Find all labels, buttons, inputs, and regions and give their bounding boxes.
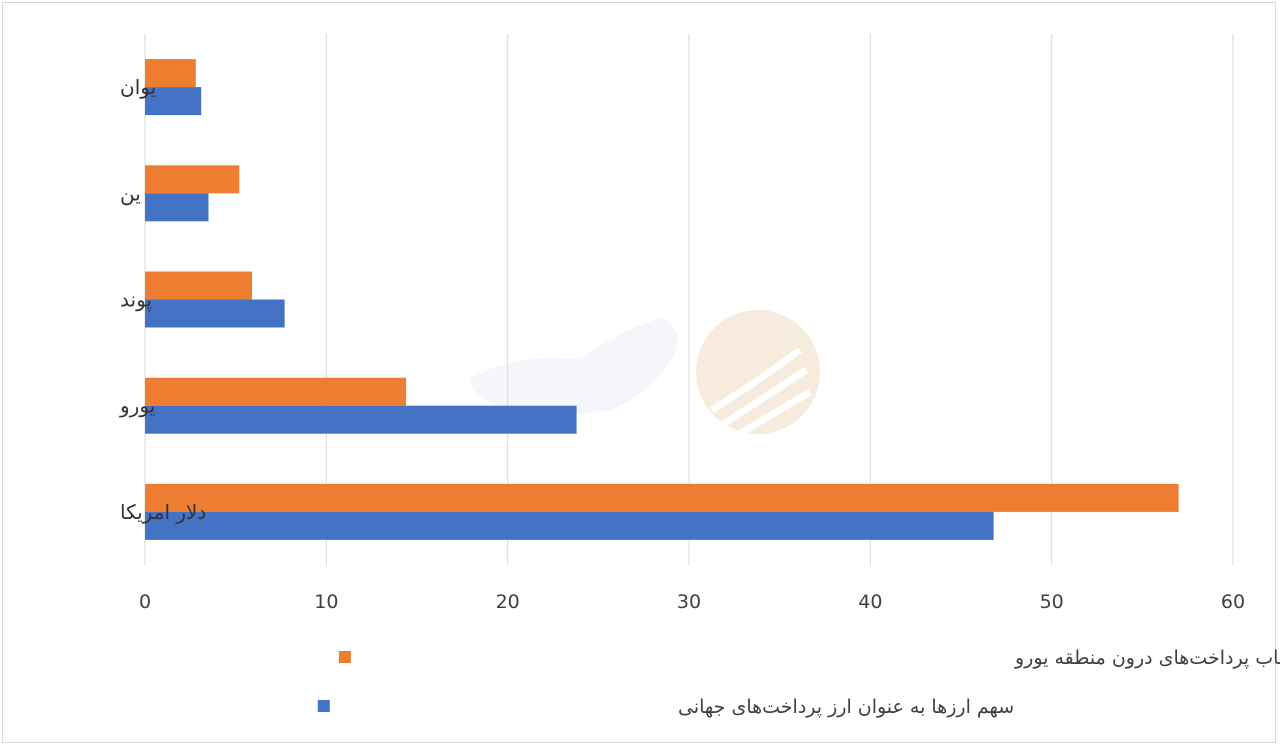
category-label: ین: [120, 181, 141, 205]
category-label: پوند: [120, 288, 152, 313]
gridlines: [144, 34, 1234, 565]
category-labels: دلار امریکا یورو پوند ین یوان: [119, 75, 206, 524]
category-label: دلار امریکا: [120, 500, 206, 524]
bar: [145, 165, 240, 194]
x-tick-label: 10: [314, 591, 338, 613]
x-tick-label: 0: [139, 591, 151, 613]
bar: [145, 299, 285, 328]
bar: [145, 193, 209, 222]
legend-label: سهم ارزها در پرداخت‌های بین‌المللی - بدو…: [1014, 647, 1280, 669]
x-tick-label: 20: [496, 591, 520, 613]
x-tick-label: 30: [677, 591, 701, 613]
watermark-logo-icon: [470, 310, 820, 440]
bars: [145, 59, 1179, 540]
category-label: یورو: [119, 394, 155, 418]
bar: [145, 87, 202, 116]
legend-swatch: [338, 651, 351, 663]
legend: سهم ارزها در پرداخت‌های بین‌المللی - بدو…: [317, 647, 1280, 718]
bar: [145, 511, 994, 540]
legend-label: سهم ارزها به عنوان ارز پرداخت‌های جهانی: [678, 696, 1014, 718]
x-tick-label: 60: [1221, 591, 1245, 613]
bar: [145, 59, 196, 88]
bar: [145, 271, 252, 300]
bar: [145, 405, 577, 434]
category-label: یوان: [120, 75, 156, 99]
x-tick-label: 50: [1040, 591, 1064, 613]
legend-swatch: [317, 700, 330, 712]
bar: [145, 483, 1179, 512]
bar: [145, 377, 407, 406]
x-tick-label: 40: [858, 591, 882, 613]
x-axis-ticks: 0 10 20 30 40 50 60: [139, 591, 1245, 613]
